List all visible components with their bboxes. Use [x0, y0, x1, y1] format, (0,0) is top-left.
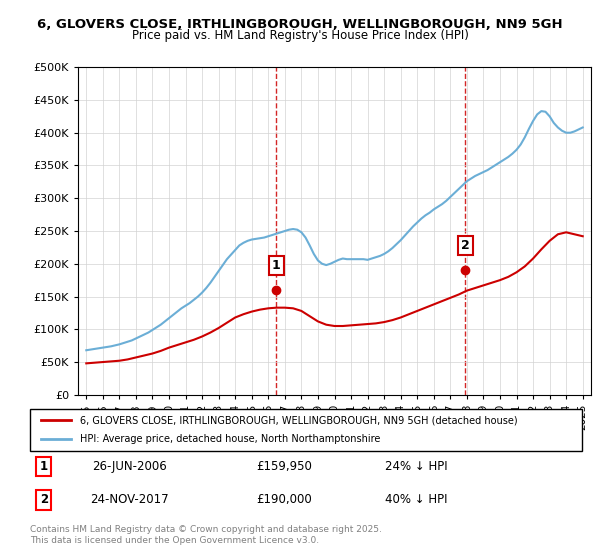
Text: 6, GLOVERS CLOSE, IRTHLINGBOROUGH, WELLINGBOROUGH, NN9 5GH: 6, GLOVERS CLOSE, IRTHLINGBOROUGH, WELLI… [37, 18, 563, 31]
FancyBboxPatch shape [30, 409, 582, 451]
Text: £159,950: £159,950 [256, 460, 312, 473]
Text: 40% ↓ HPI: 40% ↓ HPI [385, 493, 448, 506]
Text: HPI: Average price, detached house, North Northamptonshire: HPI: Average price, detached house, Nort… [80, 435, 380, 445]
Text: 1: 1 [40, 460, 48, 473]
Text: Contains HM Land Registry data © Crown copyright and database right 2025.
This d: Contains HM Land Registry data © Crown c… [30, 525, 382, 545]
Text: 6, GLOVERS CLOSE, IRTHLINGBOROUGH, WELLINGBOROUGH, NN9 5GH (detached house): 6, GLOVERS CLOSE, IRTHLINGBOROUGH, WELLI… [80, 415, 517, 425]
Text: Price paid vs. HM Land Registry's House Price Index (HPI): Price paid vs. HM Land Registry's House … [131, 29, 469, 42]
Text: 2: 2 [461, 239, 470, 252]
Text: 24-NOV-2017: 24-NOV-2017 [90, 493, 169, 506]
Text: 1: 1 [272, 259, 281, 272]
Text: £190,000: £190,000 [256, 493, 312, 506]
Text: 26-JUN-2006: 26-JUN-2006 [92, 460, 167, 473]
Text: 2: 2 [40, 493, 48, 506]
Text: 24% ↓ HPI: 24% ↓ HPI [385, 460, 448, 473]
